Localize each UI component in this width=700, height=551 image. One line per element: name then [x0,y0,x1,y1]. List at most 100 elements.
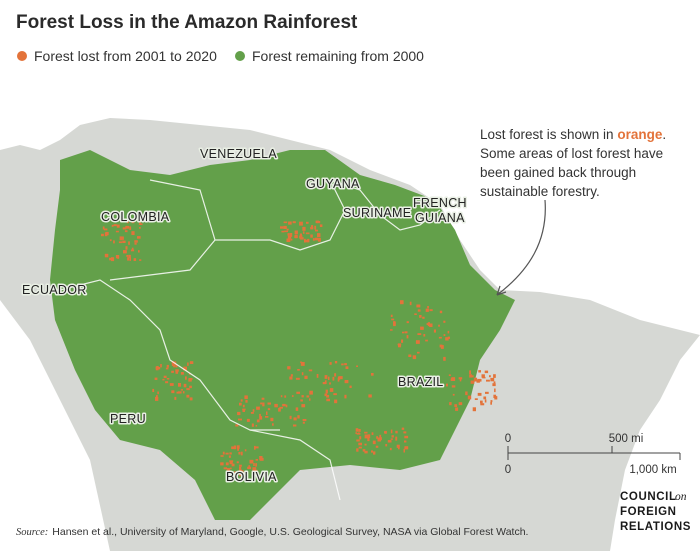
loss-speck [301,395,304,398]
loss-speck [256,406,260,410]
loss-speck [297,369,300,371]
loss-speck [239,474,243,477]
loss-speck [237,447,239,451]
loss-speck [358,442,362,446]
loss-speck [404,331,408,334]
loss-speck [233,445,236,450]
loss-speck [294,234,298,239]
loss-speck [173,365,176,368]
annotation-line: Some areas of lost forest have [480,146,663,161]
loss-speck [326,394,330,398]
loss-speck [389,447,392,451]
loss-speck [113,224,117,227]
loss-speck [406,321,409,324]
loss-speck [302,421,305,424]
loss-speck [118,241,123,244]
loss-speck [129,257,131,261]
loss-speck [300,362,305,366]
loss-speck [293,424,297,427]
loss-speck [188,378,193,380]
scale-label: 0 [505,464,511,476]
loss-speck [282,403,286,407]
loss-speck [239,402,242,406]
loss-speck [420,326,424,330]
loss-speck [412,355,417,360]
scale-label: 0 [505,433,511,445]
loss-speck [244,449,247,452]
loss-speck [281,230,285,233]
loss-speck [102,226,105,230]
loss-speck [156,395,158,399]
loss-speck [306,395,310,398]
loss-speck [180,372,184,375]
loss-speck [109,239,112,242]
loss-speck [188,379,192,382]
loss-speck [401,427,405,430]
loss-speck [477,392,482,396]
loss-speck [241,470,244,474]
loss-speck [289,235,292,239]
loss-speck [272,423,274,426]
loss-speck [472,407,476,412]
arrow-head [496,285,507,296]
loss-speck [403,448,405,453]
loss-speck [469,370,471,374]
loss-speck [229,467,232,470]
country-label: SURINAME [343,206,411,220]
loss-speck [255,446,259,449]
country-label: GUYANA [306,177,360,191]
loss-speck [156,367,161,370]
loss-speck [220,462,224,466]
loss-speck [451,377,456,381]
loss-speck [358,429,361,432]
title: Forest Loss in the Amazon Rainforest [16,12,358,33]
atlantic-ocean [610,335,700,551]
country-label: VENEZUELA [200,147,277,161]
loss-speck [319,224,323,227]
loss-speck [185,376,187,380]
ocean [0,75,700,335]
loss-speck [228,455,231,458]
loss-speck [297,415,300,419]
loss-speck [131,247,134,251]
loss-speck [115,255,120,259]
loss-speck [189,385,192,389]
loss-speck [469,374,472,378]
loss-speck [385,444,388,447]
loss-speck [165,381,169,384]
loss-speck [287,366,291,370]
loss-speck [283,221,288,224]
loss-speck [416,304,421,308]
loss-speck [122,227,127,230]
loss-speck [186,394,190,398]
loss-speck [302,231,305,234]
loss-speck [175,369,179,372]
loss-speck [455,407,459,411]
loss-speck [175,371,179,374]
loss-speck [309,390,313,395]
loss-speck [287,235,290,240]
loss-speck [371,450,373,453]
loss-speck [490,402,492,405]
loss-speck [222,451,225,455]
scale-label: 1,000 km [629,464,676,476]
annotation: Lost forest is shown in orange. [480,127,666,142]
loss-speck [105,231,109,236]
loss-speck [254,471,258,476]
loss-speck [317,237,321,242]
loss-speck [225,452,229,455]
loss-speck [325,389,328,394]
loss-speck [128,254,131,258]
loss-speck [223,467,227,470]
loss-speck [395,436,398,441]
loss-speck [310,234,313,238]
loss-speck [139,227,141,229]
loss-speck [376,436,378,439]
loss-speck [236,461,239,464]
loss-speck [364,450,368,454]
loss-speck [285,404,288,408]
loss-speck [390,438,393,440]
loss-speck [166,378,170,380]
loss-speck [267,408,271,411]
